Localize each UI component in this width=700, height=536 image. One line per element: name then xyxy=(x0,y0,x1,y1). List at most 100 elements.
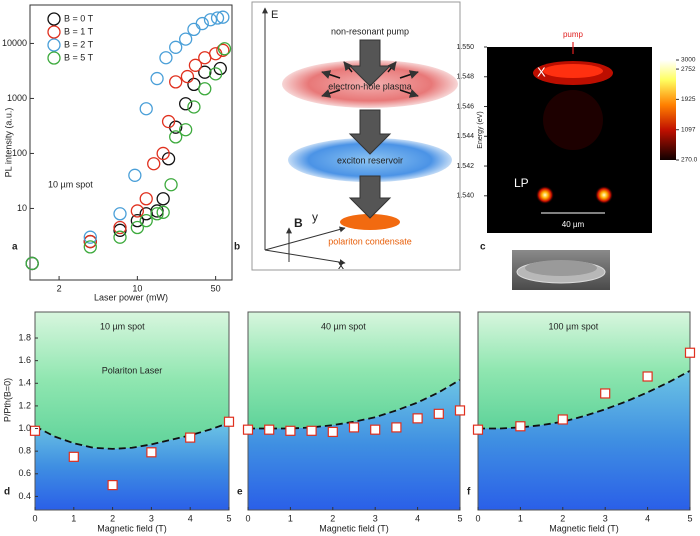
y-tick-label: 1.2 xyxy=(18,400,31,410)
data-point xyxy=(515,421,526,432)
data-point xyxy=(83,230,97,244)
x-tick-label: 4 xyxy=(188,513,193,523)
data-point xyxy=(159,51,173,65)
data-point xyxy=(198,82,212,96)
data-point xyxy=(113,220,127,235)
data-point xyxy=(185,432,196,443)
data-point xyxy=(139,192,153,206)
data-point xyxy=(83,234,97,249)
y-label: y xyxy=(312,210,318,224)
x-tick-label: 1 xyxy=(518,513,523,523)
y-tick-label: 1.0 xyxy=(18,423,31,433)
y-axis xyxy=(264,226,346,251)
x-axis-label: Magnetic field (T) xyxy=(549,523,619,533)
data-point xyxy=(187,77,201,92)
data-point xyxy=(146,447,157,458)
x-tick-label: 0 xyxy=(475,513,480,523)
x-axis-label: Laser power (mW) xyxy=(94,292,168,302)
y-tick-label: 1.550 xyxy=(456,44,474,51)
colorbar-label: 270.0 xyxy=(681,157,698,164)
y-axis-label: P/Pth(B=0) xyxy=(2,378,12,422)
y-tick-label: 1000 xyxy=(7,93,27,103)
data-point xyxy=(147,157,161,171)
condensate-label: polariton condensate xyxy=(328,236,412,246)
threshold-line xyxy=(478,370,691,430)
data-point xyxy=(169,130,183,144)
data-point xyxy=(169,40,183,54)
panel-title: 10 µm spot xyxy=(100,321,145,331)
data-point xyxy=(29,425,41,436)
data-point xyxy=(68,451,79,462)
data-point xyxy=(216,10,230,24)
data-point xyxy=(348,422,360,433)
x-tick-label: 5 xyxy=(457,513,462,523)
y-axis-label: PL intensity (a.u.) xyxy=(3,108,13,178)
lp-blob xyxy=(595,186,613,204)
emission-image xyxy=(487,42,676,290)
panel-title: 100 µm spot xyxy=(549,321,599,331)
pump-label: pump xyxy=(563,30,584,39)
data-point xyxy=(600,388,611,399)
scale-label: 40 µm xyxy=(562,220,585,229)
data-point xyxy=(198,65,212,79)
x-tick-label: 4 xyxy=(645,513,650,523)
colorbar xyxy=(660,60,676,160)
x-tick-label: 3 xyxy=(149,513,154,523)
x-tick-label: 5 xyxy=(226,513,231,523)
lp-blob xyxy=(536,186,554,204)
data-point xyxy=(433,408,444,419)
data-point xyxy=(161,114,176,129)
x-tick-label: 1 xyxy=(71,513,76,523)
reservoir-label: exciton reservoir xyxy=(337,155,403,165)
plot-frame xyxy=(29,4,233,281)
plasma-arrows xyxy=(321,61,419,98)
panel-label: b xyxy=(234,242,240,253)
y-tick-label: 0.6 xyxy=(18,468,31,478)
data-point xyxy=(107,480,118,491)
annotation: Polariton Laser xyxy=(102,365,163,375)
x-tick-label: 2 xyxy=(110,513,115,523)
data-point xyxy=(210,11,225,25)
data-point xyxy=(128,168,142,182)
data-point xyxy=(684,347,696,358)
pump-label: non-resonant pump xyxy=(331,26,409,36)
data-point xyxy=(217,42,232,56)
x-tick-label: 1 xyxy=(288,513,293,523)
panel-label: e xyxy=(237,487,243,498)
data-point xyxy=(472,424,484,435)
colorbar-label: 2752 xyxy=(681,66,696,73)
y-tick-label: 1.8 xyxy=(18,332,31,342)
sem-top xyxy=(525,260,597,276)
data-point xyxy=(169,75,183,89)
colorbar-label: 3000 xyxy=(681,57,696,64)
panel-label: d xyxy=(4,487,10,498)
x-tick-label: 2 xyxy=(330,513,335,523)
data-point xyxy=(557,414,568,425)
colorbar-label: 1097 xyxy=(681,126,696,133)
x-label: x xyxy=(338,258,344,272)
field-label: B xyxy=(294,216,303,230)
panel-title: 40 µm spot xyxy=(321,321,366,331)
y-tick-label: 0.4 xyxy=(18,491,31,501)
data-point xyxy=(83,240,97,254)
legend-label: B = 5 T xyxy=(64,52,94,62)
data-point xyxy=(156,205,170,219)
data-point xyxy=(130,220,145,235)
plasma-label: electron-hole plasma xyxy=(328,81,412,91)
data-point xyxy=(180,69,195,84)
y-tick-label: 1.544 xyxy=(456,133,474,140)
x-tick-label: 50 xyxy=(211,283,221,293)
data-point xyxy=(195,16,209,31)
reservoir xyxy=(288,138,452,182)
x-axis-label: Magnetic field (T) xyxy=(319,523,389,533)
data-point xyxy=(150,207,164,221)
y-tick-label: 1.6 xyxy=(18,355,31,365)
x-tick-label: 0 xyxy=(32,513,37,523)
data-point xyxy=(179,32,193,46)
y-tick-label: 10 xyxy=(17,203,27,213)
x-tick-label: 4 xyxy=(415,513,420,523)
laser-region xyxy=(248,312,460,429)
x-axis-label: Magnetic field (T) xyxy=(97,523,167,533)
y-tick-label: 1.548 xyxy=(456,74,474,81)
